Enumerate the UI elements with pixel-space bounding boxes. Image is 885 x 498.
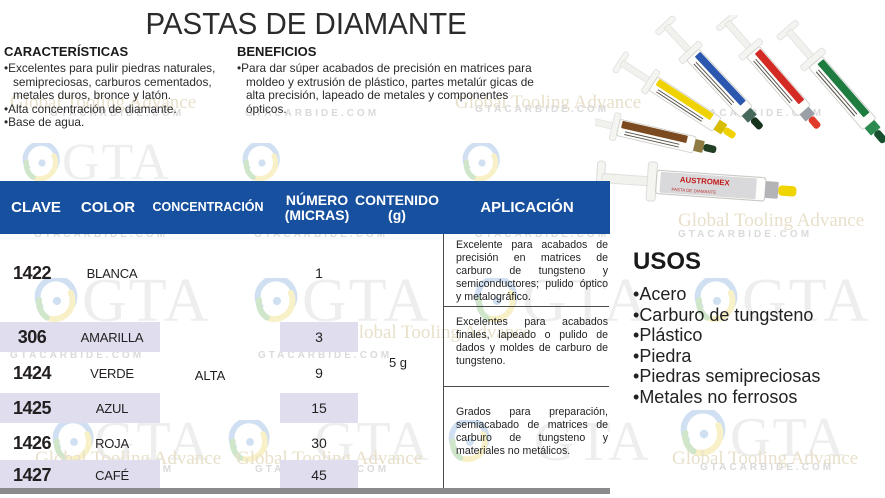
clave-cell: 306: [17, 326, 47, 347]
syringe-red: [716, 15, 821, 129]
aplicacion-block-1: Excelente para acabados de precisión en …: [456, 239, 608, 303]
watermark-site: GTACARBIDE.COM: [678, 229, 813, 240]
syringe-blue: [655, 15, 763, 130]
row-highlight-clave-color: [0, 322, 160, 352]
row-highlight-clave-color: [0, 393, 160, 423]
section-usos: USOS AceroCarburo de tungstenoPlásticoPi…: [633, 248, 883, 407]
section-beneficios: BENEFICIOS Para dar súper acabados de pr…: [237, 44, 537, 116]
svg-text:PASTA DE DIAMANTE: PASTA DE DIAMANTE: [671, 187, 716, 195]
usos-list: AceroCarburo de tungstenoPlásticoPiedraP…: [633, 284, 883, 407]
aplicacion-column: Excelente para acabados de precisión en …: [443, 234, 611, 489]
color-cell: AMARILLA: [80, 329, 144, 345]
table-footer-bar: [0, 488, 610, 494]
usos-heading: USOS: [633, 248, 702, 275]
watermark-tagline: Global Tooling Advance: [678, 210, 865, 231]
color-cell: CAFÉ: [95, 467, 129, 483]
micras-cell: 30: [311, 435, 327, 451]
page-title: PASTAS DE DIAMANTE: [145, 6, 467, 41]
syringe-green: [776, 20, 885, 144]
row-highlight-micras: [280, 460, 358, 490]
header-cell-color: COLOR: [80, 199, 136, 216]
syringe-brown: [595, 112, 717, 154]
micras-cell: 3: [315, 329, 323, 345]
contenido-shared-cell: 5 g: [388, 354, 408, 370]
usos-item: Acero: [633, 284, 883, 305]
gta-watermark-text: GTA: [730, 407, 847, 469]
clave-cell: 1426: [12, 432, 52, 453]
micras-cell: 1: [315, 265, 323, 281]
color-cell: AZUL: [95, 400, 129, 416]
row-highlight-micras: [280, 322, 358, 352]
clave-cell: 1425: [12, 397, 52, 418]
usos-item: Piedra: [633, 346, 883, 367]
color-cell: BLANCA: [86, 265, 138, 281]
table-header-row: CLAVE COLOR CONCENTRACIÓN NÚMERO (MICRAS…: [0, 181, 610, 234]
caracteristicas-list: Excelentes para pulir piedras naturales,…: [4, 61, 234, 130]
syringe-yellow: [612, 51, 736, 139]
clave-cell: 1422: [12, 262, 52, 283]
caracteristicas-heading: CARACTERÍSTICAS: [4, 44, 129, 59]
micras-cell: 45: [311, 467, 327, 483]
color-cell: ROJA: [95, 435, 129, 451]
beneficios-heading: BENEFICIOS: [237, 44, 317, 59]
micras-cell: 15: [311, 400, 327, 416]
header-cell-concentracion: CONCENTRACIÓN: [152, 200, 264, 214]
micras-cell: 9: [315, 365, 323, 381]
table-body: ALTA 5 g 1422 BLANCA 1 306 AMARILLA 3 1424 VERD…: [0, 262, 408, 490]
gta-logo-icon: [680, 410, 726, 456]
color-cell: VERDE: [90, 365, 134, 381]
usos-item: Piedras semipreciosas: [633, 366, 883, 387]
aplicacion-block-3: Grados para preparación, semiacabado de …: [456, 406, 608, 457]
header-cell-contenido: CONTENIDO (g): [355, 191, 439, 223]
caracteristicas-item: Base de agua.: [4, 116, 234, 130]
header-cell-numero-micras: NÚMERO (MICRAS): [284, 191, 350, 223]
clave-cell: 1424: [12, 362, 52, 383]
watermark-site: GTACARBIDE.COM: [700, 462, 835, 473]
row-highlight-micras: [280, 393, 358, 423]
caracteristicas-item: Excelentes para pulir piedras naturales,…: [4, 61, 234, 103]
row-highlight-clave-color: [0, 460, 160, 490]
usos-item: Metales no ferrosos: [633, 387, 883, 408]
aplicacion-divider-2: [444, 386, 609, 387]
usos-item: Carburo de tungsteno: [633, 305, 883, 326]
section-caracteristicas: CARACTERÍSTICAS Excelentes para pulir pi…: [4, 44, 234, 130]
concentracion-shared-cell: ALTA: [194, 367, 226, 383]
usos-item: Plástico: [633, 325, 883, 346]
aplicacion-block-2: Excelentes para acabados finales, lapead…: [456, 316, 608, 367]
beneficios-item: Para dar súper acabados de precisión en …: [237, 61, 537, 116]
svg-text:AUSTROMEX: AUSTROMEX: [680, 175, 731, 188]
header-cell-clave: CLAVE: [11, 199, 61, 216]
beneficios-list: Para dar súper acabados de precisión en …: [237, 61, 537, 116]
caracteristicas-item: Alta concentración de diamante.: [4, 102, 234, 117]
aplicacion-divider-1: [444, 306, 609, 307]
clave-cell: 1427: [12, 464, 52, 485]
watermark-tagline: Global Tooling Advance: [672, 448, 859, 469]
header-cell-aplicacion: APLICACIÓN: [480, 199, 574, 216]
